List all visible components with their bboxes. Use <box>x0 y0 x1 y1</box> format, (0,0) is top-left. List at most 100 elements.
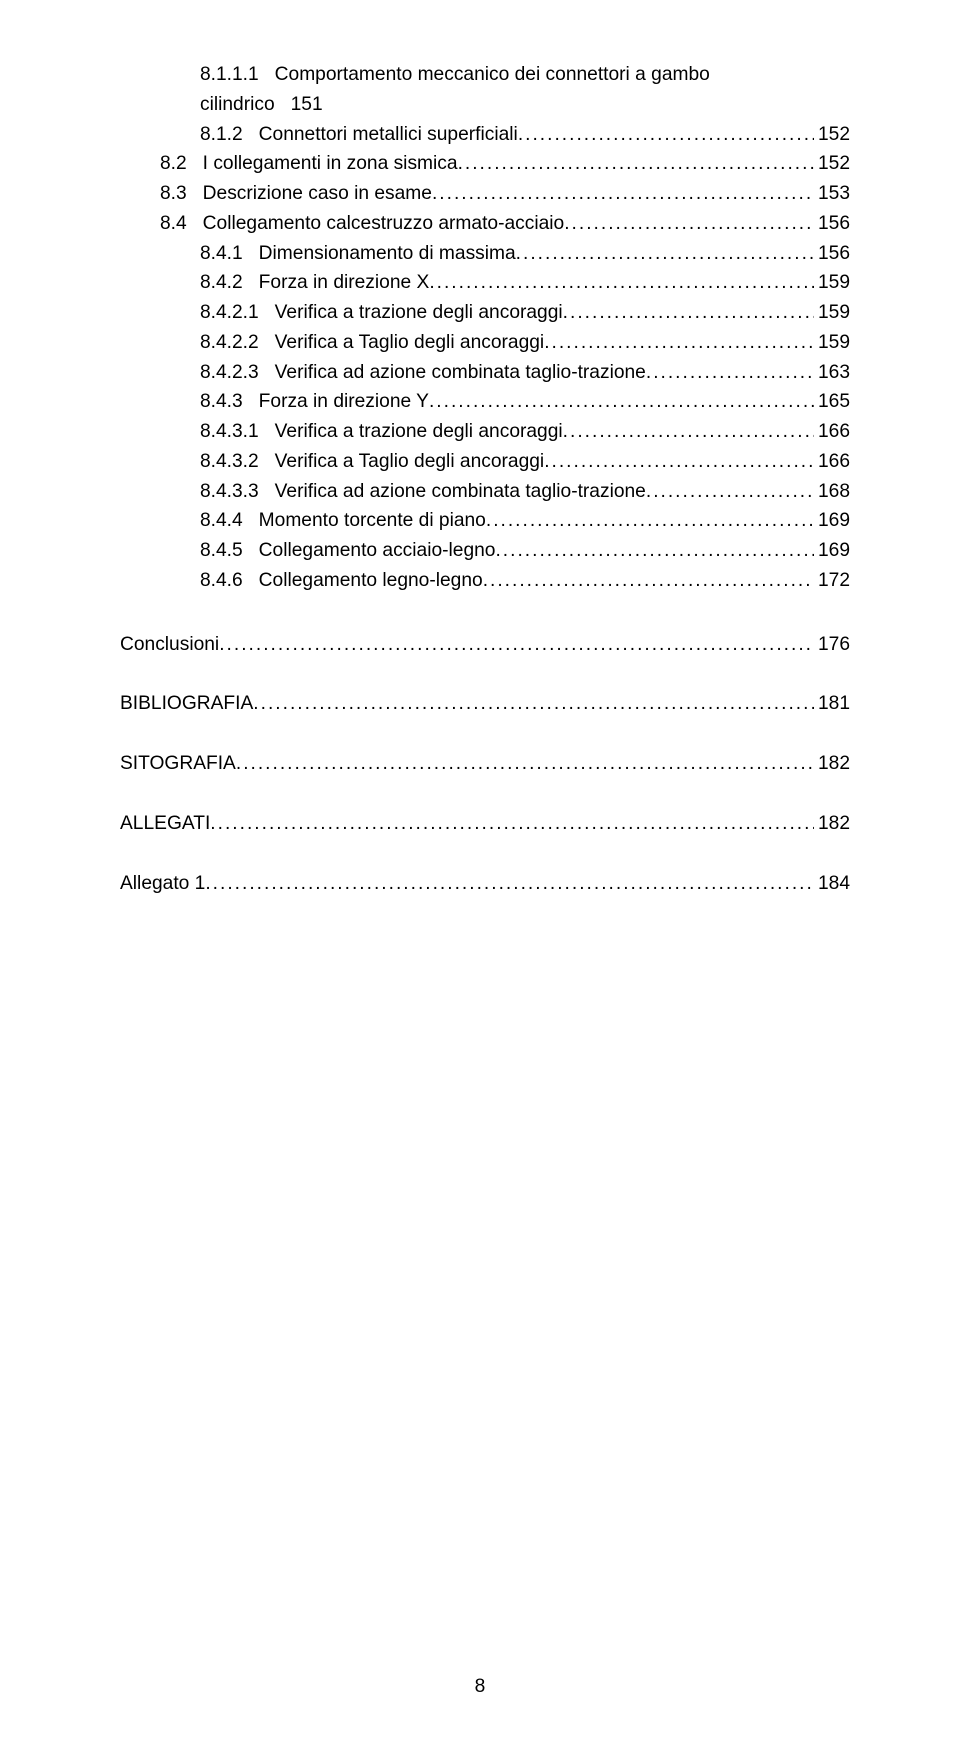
toc-page: 152 <box>814 120 850 150</box>
toc-number: 8.4.4 <box>200 506 259 536</box>
toc-leader <box>253 689 814 719</box>
toc-number: 8.4.3 <box>200 387 259 417</box>
toc-entry: 8.4.2.1 Verifica a trazione degli ancora… <box>120 298 850 328</box>
toc-number: 8.4.2 <box>200 268 259 298</box>
toc-leader <box>210 809 814 839</box>
toc-page: 163 <box>814 358 850 388</box>
toc-number: 8.4 <box>160 209 203 239</box>
toc-title: BIBLIOGRAFIA <box>120 689 253 719</box>
toc-entry: 8.4.3.1 Verifica a trazione degli ancora… <box>120 417 850 447</box>
toc-title: Momento torcente di piano <box>259 506 486 536</box>
toc-entry: 8.4 Collegamento calcestruzzo armato-acc… <box>120 209 850 239</box>
toc-entry: 8.4.6 Collegamento legno-legno 172 <box>120 566 850 596</box>
toc-leader <box>516 239 814 269</box>
toc-leader <box>486 506 814 536</box>
toc-entry: Conclusioni 176 <box>120 630 850 660</box>
toc-number: 8.4.3.2 <box>200 447 275 477</box>
toc-entry: 8.3 Descrizione caso in esame 153 <box>120 179 850 209</box>
toc-number: 8.4.3.3 <box>200 477 275 507</box>
toc-entry: 8.4.3.3 Verifica ad azione combinata tag… <box>120 477 850 507</box>
toc-leader <box>483 566 814 596</box>
toc-title: Collegamento legno-legno <box>259 566 483 596</box>
toc-leader <box>495 536 814 566</box>
toc-page: 156 <box>814 209 850 239</box>
toc-entry: 8.1.1.1 Comportamento meccanico dei conn… <box>120 60 850 90</box>
toc-leader <box>544 447 814 477</box>
toc-number: 8.4.2.3 <box>200 358 275 388</box>
toc-page: 184 <box>814 869 850 899</box>
toc-entry: Allegato 1 184 <box>120 869 850 899</box>
toc-entry: 8.4.3.2 Verifica a Taglio degli ancoragg… <box>120 447 850 477</box>
toc-title: SITOGRAFIA <box>120 749 236 779</box>
toc-title: Conclusioni <box>120 630 219 660</box>
toc-number: 8.1.2 <box>200 120 259 150</box>
toc-number: 8.4.2.1 <box>200 298 275 328</box>
toc-title: Comportamento meccanico dei connettori a… <box>275 60 710 90</box>
page-container: 8.1.1.1 Comportamento meccanico dei conn… <box>0 0 960 1743</box>
toc-page: 172 <box>814 566 850 596</box>
toc-title: Collegamento calcestruzzo armato-acciaio <box>203 209 565 239</box>
toc-leader <box>219 630 814 660</box>
toc-leader <box>564 209 814 239</box>
toc-page: 166 <box>814 447 850 477</box>
toc-entry: 8.4.2.2 Verifica a Taglio degli ancoragg… <box>120 328 850 358</box>
toc-leader <box>563 417 814 447</box>
toc-number: 8.4.5 <box>200 536 259 566</box>
toc-page: 169 <box>814 536 850 566</box>
toc-leader <box>646 358 814 388</box>
toc-number: 8.1.1.1 <box>200 60 275 90</box>
toc-title: Verifica a trazione degli ancoraggi <box>275 417 563 447</box>
toc-page: 153 <box>814 179 850 209</box>
toc-page: 176 <box>814 630 850 660</box>
toc-leader <box>458 149 814 179</box>
toc-entry: BIBLIOGRAFIA 181 <box>120 689 850 719</box>
toc-title: Verifica a Taglio degli ancoraggi <box>275 447 545 477</box>
toc-title: Connettori metallici superficiali <box>259 120 518 150</box>
toc-title: Allegato 1 <box>120 869 205 899</box>
toc-page: 152 <box>814 149 850 179</box>
toc-page: 182 <box>814 809 850 839</box>
toc-number: 8.4.2.2 <box>200 328 275 358</box>
toc-entry: SITOGRAFIA 182 <box>120 749 850 779</box>
toc-title: Forza in direzione X <box>259 268 430 298</box>
toc-leader <box>646 477 814 507</box>
toc-title: Forza in direzione Y <box>259 387 429 417</box>
toc-title: Verifica a trazione degli ancoraggi <box>275 298 563 328</box>
toc-page: 159 <box>814 328 850 358</box>
toc-title: Descrizione caso in esame <box>203 179 432 209</box>
toc-leader <box>205 869 814 899</box>
toc-page: 166 <box>814 417 850 447</box>
toc-page: 169 <box>814 506 850 536</box>
toc-page: 181 <box>814 689 850 719</box>
toc-number: 8.4.3.1 <box>200 417 275 447</box>
toc-entry: 8.4.5 Collegamento acciaio-legno 169 <box>120 536 850 566</box>
toc-leader <box>432 179 814 209</box>
toc-page: 159 <box>814 298 850 328</box>
toc-title: Verifica a Taglio degli ancoraggi <box>275 328 545 358</box>
toc-title: cilindrico 151 <box>200 90 323 120</box>
toc-page: 165 <box>814 387 850 417</box>
toc-title: I collegamenti in zona sismica <box>203 149 458 179</box>
toc-page: 168 <box>814 477 850 507</box>
toc-title: Dimensionamento di massima <box>259 239 516 269</box>
toc-page: 159 <box>814 268 850 298</box>
toc-title: Verifica ad azione combinata taglio-traz… <box>275 477 646 507</box>
table-of-contents: 8.1.1.1 Comportamento meccanico dei conn… <box>120 60 850 898</box>
toc-number: 8.4.6 <box>200 566 259 596</box>
toc-number: 8.2 <box>160 149 203 179</box>
toc-leader <box>429 268 814 298</box>
toc-entry: 8.1.2 Connettori metallici superficiali … <box>120 120 850 150</box>
toc-title: ALLEGATI <box>120 809 210 839</box>
toc-number: 8.3 <box>160 179 203 209</box>
toc-title: Verifica ad azione combinata taglio-traz… <box>275 358 646 388</box>
toc-leader <box>563 298 814 328</box>
toc-leader <box>544 328 814 358</box>
toc-entry: ALLEGATI 182 <box>120 809 850 839</box>
page-number: 8 <box>0 1676 960 1698</box>
toc-page: 156 <box>814 239 850 269</box>
toc-leader <box>236 749 814 779</box>
toc-entry: 8.4.2.3 Verifica ad azione combinata tag… <box>120 358 850 388</box>
toc-entry-continuation: cilindrico 151 <box>120 90 850 120</box>
toc-number: 8.4.1 <box>200 239 259 269</box>
toc-entry: 8.2 I collegamenti in zona sismica 152 <box>120 149 850 179</box>
